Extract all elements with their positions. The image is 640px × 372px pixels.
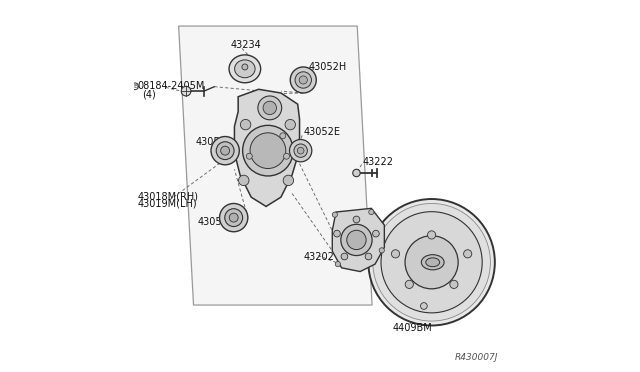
Circle shape	[372, 203, 490, 321]
Circle shape	[229, 213, 238, 222]
Text: 43202: 43202	[303, 253, 334, 262]
Circle shape	[381, 212, 482, 313]
Circle shape	[463, 250, 472, 258]
Circle shape	[220, 203, 248, 232]
Circle shape	[369, 199, 495, 326]
Ellipse shape	[235, 60, 255, 78]
Circle shape	[341, 253, 348, 260]
Circle shape	[289, 140, 312, 162]
Circle shape	[353, 169, 360, 177]
Text: 43019M(LH): 43019M(LH)	[138, 199, 197, 209]
Text: 43052E: 43052E	[303, 127, 340, 137]
Circle shape	[291, 67, 316, 93]
Text: 08184-2405M: 08184-2405M	[138, 81, 205, 91]
Ellipse shape	[421, 255, 444, 270]
Text: B: B	[133, 84, 137, 89]
Text: 43207: 43207	[412, 269, 443, 278]
Circle shape	[280, 133, 286, 139]
Circle shape	[372, 230, 380, 237]
Circle shape	[369, 209, 374, 215]
Circle shape	[221, 146, 230, 155]
Circle shape	[216, 142, 234, 160]
Circle shape	[379, 248, 385, 253]
Text: R430007J: R430007J	[454, 353, 498, 362]
Circle shape	[132, 83, 138, 90]
Circle shape	[347, 230, 366, 250]
Text: 43018M(RH): 43018M(RH)	[138, 192, 199, 201]
Text: 43234: 43234	[231, 40, 262, 49]
Circle shape	[263, 101, 276, 115]
Circle shape	[241, 119, 251, 130]
Circle shape	[365, 253, 372, 260]
Circle shape	[285, 119, 296, 130]
Circle shape	[242, 64, 248, 70]
Circle shape	[450, 280, 458, 288]
Circle shape	[243, 125, 293, 176]
Polygon shape	[179, 26, 372, 305]
Circle shape	[181, 86, 191, 96]
Circle shape	[250, 133, 286, 169]
Text: 43052D: 43052D	[197, 218, 236, 227]
Circle shape	[283, 175, 294, 186]
Circle shape	[428, 231, 436, 239]
Text: 43052H: 43052H	[309, 62, 347, 72]
Text: 43052F: 43052F	[195, 137, 232, 147]
Circle shape	[246, 153, 252, 159]
Ellipse shape	[229, 55, 260, 83]
Circle shape	[258, 96, 282, 120]
Polygon shape	[234, 89, 300, 206]
Circle shape	[392, 250, 399, 258]
Ellipse shape	[426, 258, 440, 267]
Text: 4409BM: 4409BM	[392, 323, 432, 333]
Circle shape	[332, 212, 337, 217]
Circle shape	[299, 76, 307, 84]
Circle shape	[284, 153, 289, 159]
Circle shape	[420, 303, 428, 310]
Polygon shape	[332, 208, 385, 272]
Circle shape	[298, 147, 304, 154]
Circle shape	[405, 236, 458, 289]
Circle shape	[405, 280, 413, 288]
Circle shape	[211, 137, 239, 165]
Circle shape	[295, 72, 312, 88]
Circle shape	[353, 216, 360, 223]
Text: 43222: 43222	[363, 157, 394, 167]
Circle shape	[225, 209, 243, 227]
Circle shape	[341, 224, 372, 256]
Circle shape	[333, 230, 340, 237]
Text: (4): (4)	[142, 90, 156, 100]
Circle shape	[239, 175, 249, 186]
Circle shape	[294, 144, 307, 157]
Circle shape	[335, 262, 340, 267]
